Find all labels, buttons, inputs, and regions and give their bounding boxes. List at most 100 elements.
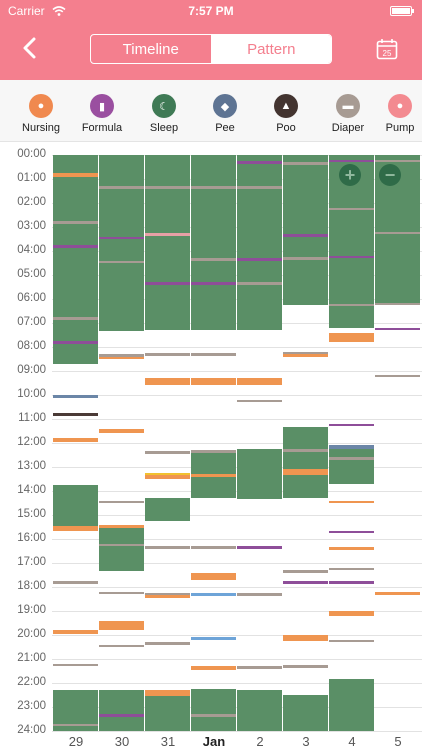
nursing-event[interactable] bbox=[99, 428, 144, 434]
nursing-event[interactable] bbox=[329, 547, 374, 550]
diaper-event[interactable] bbox=[329, 207, 374, 211]
day-column[interactable] bbox=[283, 142, 328, 732]
formula-event[interactable] bbox=[237, 546, 282, 549]
diaper-event[interactable] bbox=[283, 162, 328, 165]
diaper-event[interactable] bbox=[329, 567, 374, 571]
category-pee[interactable]: ◆ Pee bbox=[195, 94, 255, 134]
category-poo[interactable]: ▲ Poo bbox=[256, 94, 316, 134]
sleep-event[interactable] bbox=[99, 155, 144, 332]
day-column[interactable] bbox=[375, 142, 420, 732]
formula-event[interactable] bbox=[329, 255, 374, 259]
formula-event[interactable] bbox=[53, 245, 98, 248]
category-sleep[interactable]: ☾ Sleep bbox=[134, 94, 194, 134]
diaper-event[interactable] bbox=[329, 639, 374, 643]
nursing-event[interactable] bbox=[191, 572, 236, 580]
diaper-event[interactable] bbox=[283, 257, 328, 260]
tab-timeline[interactable]: Timeline bbox=[91, 35, 212, 63]
poo-event[interactable] bbox=[53, 413, 98, 416]
formula-event[interactable] bbox=[53, 341, 98, 344]
diaper-event[interactable] bbox=[99, 354, 144, 357]
nursing-event[interactable] bbox=[53, 525, 98, 531]
pump-event[interactable] bbox=[145, 233, 190, 236]
zoom-out-icon[interactable]: − bbox=[379, 164, 401, 186]
nursing-event[interactable] bbox=[329, 500, 374, 504]
formula-event[interactable] bbox=[375, 327, 420, 331]
diaper-event[interactable] bbox=[191, 714, 236, 717]
diaper-event[interactable] bbox=[53, 221, 98, 224]
diaper-event[interactable] bbox=[99, 543, 144, 547]
sleep-event[interactable] bbox=[145, 155, 190, 331]
diaper-event[interactable] bbox=[99, 644, 144, 648]
diaper-event[interactable] bbox=[375, 231, 420, 235]
sleep-event[interactable] bbox=[237, 690, 282, 731]
formula-event[interactable] bbox=[191, 282, 236, 285]
diaper-event[interactable] bbox=[53, 723, 98, 727]
diaper-event[interactable] bbox=[375, 159, 420, 163]
back-arrow-icon[interactable] bbox=[18, 36, 42, 60]
sleep-event[interactable] bbox=[99, 690, 144, 731]
nursing-event[interactable] bbox=[99, 620, 144, 631]
nursing-event[interactable] bbox=[145, 690, 190, 697]
nursing-event[interactable] bbox=[329, 332, 374, 343]
sleep-event[interactable] bbox=[283, 427, 328, 499]
diaper-event[interactable] bbox=[283, 351, 328, 355]
sleep-event[interactable] bbox=[145, 498, 190, 521]
diaper-event[interactable] bbox=[53, 317, 98, 320]
calendar-icon[interactable]: 25 bbox=[376, 38, 398, 60]
diaper-event[interactable] bbox=[375, 374, 420, 378]
day-column[interactable] bbox=[145, 142, 190, 732]
diaper-event[interactable] bbox=[237, 593, 282, 596]
formula-event[interactable] bbox=[283, 234, 328, 237]
diaper-event[interactable] bbox=[145, 546, 190, 549]
formula-event[interactable] bbox=[237, 161, 282, 164]
sleep-event[interactable] bbox=[237, 449, 282, 500]
day-column[interactable] bbox=[191, 142, 236, 732]
formula-yellow-event[interactable] bbox=[145, 473, 190, 476]
formula-event[interactable] bbox=[329, 530, 374, 534]
formula-event[interactable] bbox=[99, 236, 144, 240]
sleep-event[interactable] bbox=[191, 689, 236, 731]
formula-event[interactable] bbox=[237, 258, 282, 261]
diaper-event[interactable] bbox=[237, 282, 282, 285]
diaper-event[interactable] bbox=[191, 450, 236, 453]
category-pump[interactable]: ● Pump bbox=[370, 94, 422, 134]
diaper-event[interactable] bbox=[145, 186, 190, 189]
nursing-event[interactable] bbox=[283, 469, 328, 476]
nursing-event[interactable] bbox=[191, 666, 236, 670]
nursing-event[interactable] bbox=[145, 595, 190, 598]
nursing-event[interactable] bbox=[191, 378, 236, 386]
diaper-event[interactable] bbox=[329, 303, 374, 307]
diaper-event[interactable] bbox=[283, 665, 328, 668]
nursing-event[interactable] bbox=[283, 635, 328, 641]
nursing-event[interactable] bbox=[329, 611, 374, 616]
nursing-event[interactable] bbox=[99, 524, 144, 529]
day-column[interactable] bbox=[329, 142, 374, 732]
nursing-event[interactable] bbox=[53, 438, 98, 442]
diaper-event[interactable] bbox=[375, 302, 420, 306]
diaper-event[interactable] bbox=[191, 546, 236, 549]
pee-light-event[interactable] bbox=[191, 593, 236, 596]
sleep-event[interactable] bbox=[145, 696, 190, 731]
day-column[interactable] bbox=[237, 142, 282, 732]
sleep-event[interactable] bbox=[329, 679, 374, 731]
formula-event[interactable] bbox=[329, 581, 374, 584]
diaper-event[interactable] bbox=[329, 457, 374, 460]
diaper-event[interactable] bbox=[99, 591, 144, 595]
nursing-event[interactable] bbox=[237, 378, 282, 386]
diaper-event[interactable] bbox=[283, 570, 328, 573]
formula-event[interactable] bbox=[329, 159, 374, 163]
nursing-event[interactable] bbox=[53, 173, 98, 177]
pee-light-event[interactable] bbox=[191, 637, 236, 640]
diaper-event[interactable] bbox=[283, 449, 328, 452]
nursing-event[interactable] bbox=[375, 591, 420, 596]
nursing-event[interactable] bbox=[145, 378, 190, 386]
nursing-event[interactable] bbox=[145, 475, 190, 479]
sleep-event[interactable] bbox=[283, 155, 328, 305]
diaper-event[interactable] bbox=[237, 186, 282, 189]
diaper-event[interactable] bbox=[191, 353, 236, 356]
formula-event[interactable] bbox=[283, 581, 328, 584]
nursing-event[interactable] bbox=[99, 356, 144, 360]
diaper-event[interactable] bbox=[145, 593, 190, 596]
day-column[interactable] bbox=[53, 142, 98, 732]
formula-event[interactable] bbox=[145, 282, 190, 285]
